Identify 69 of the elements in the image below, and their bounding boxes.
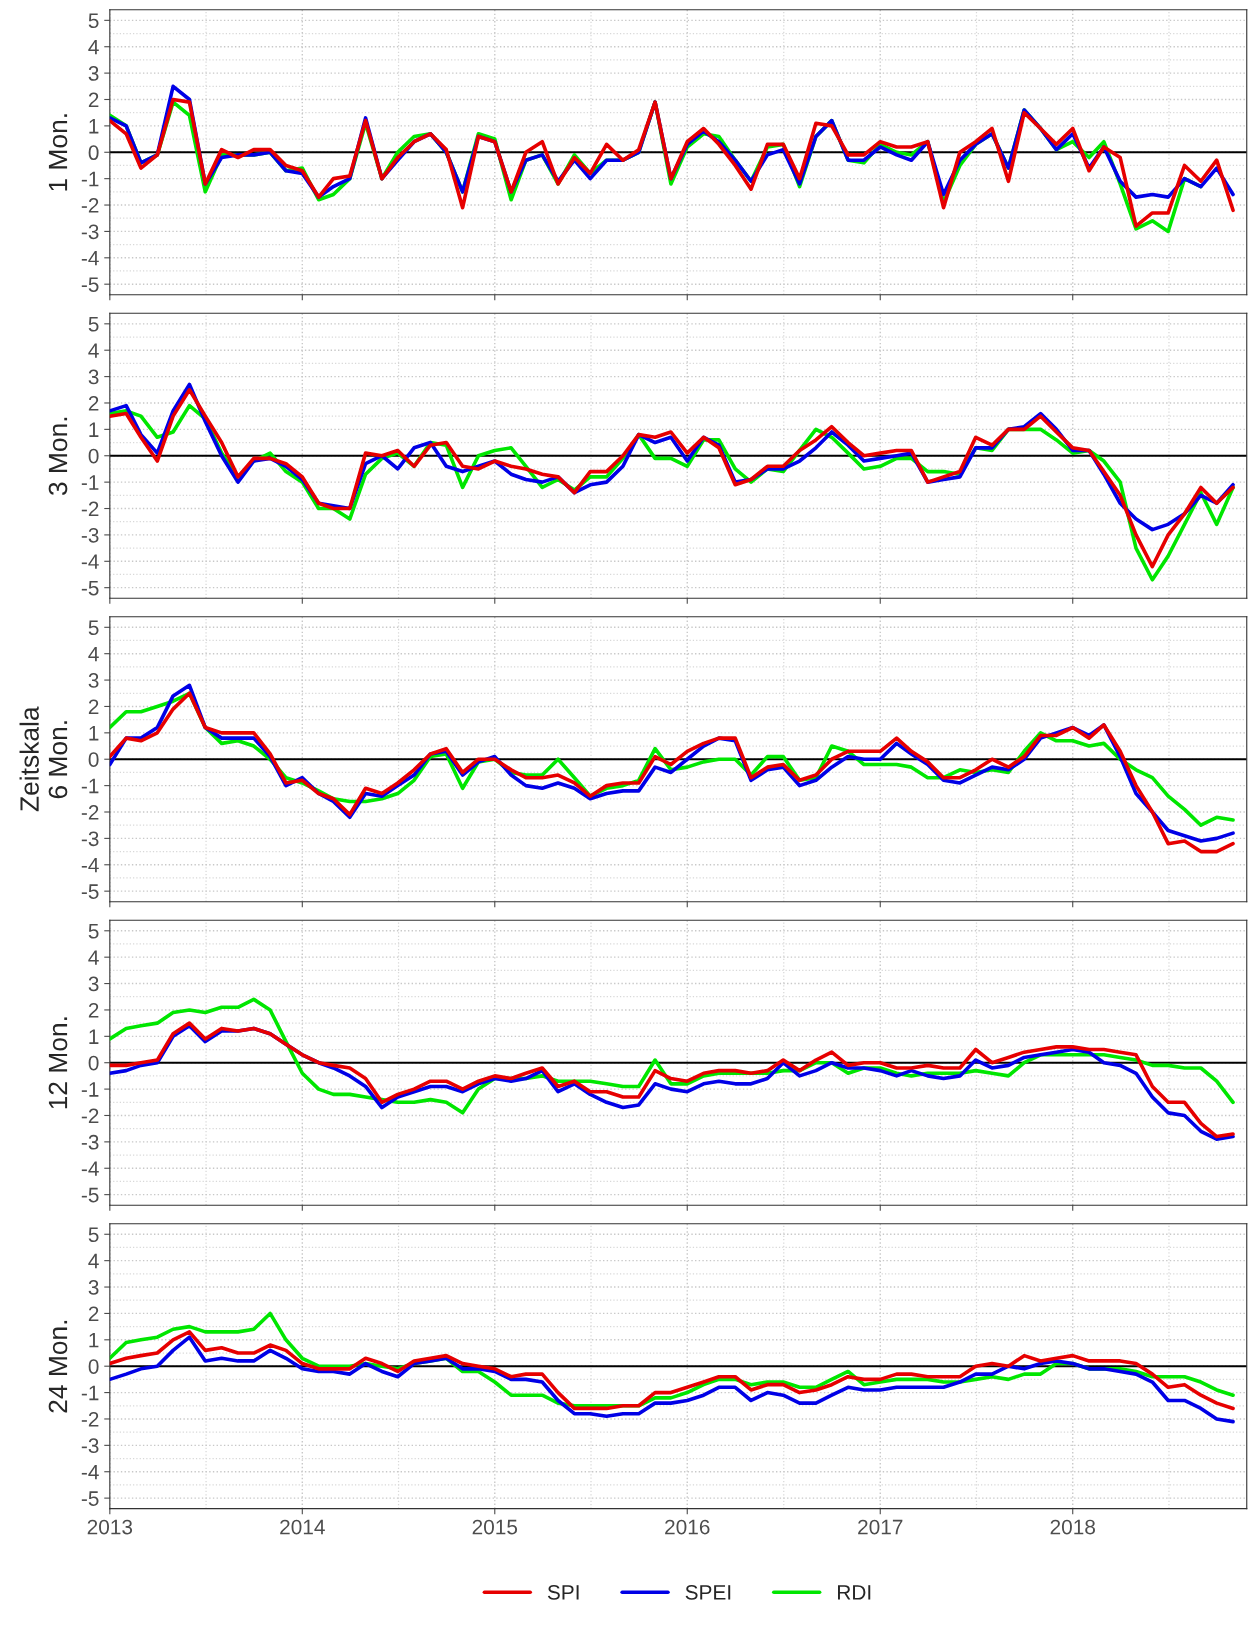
y-tick-label: -4 xyxy=(81,251,99,266)
y-tick-label: -2 xyxy=(81,1411,99,1427)
y-tick-label: -2 xyxy=(81,1108,99,1124)
y-tick-label: 4 xyxy=(88,343,99,358)
y-tick-label: 1 xyxy=(89,119,99,134)
x-tick-label: 2017 xyxy=(858,1519,903,1535)
y-tick-label: 5 xyxy=(88,924,99,939)
y-tick-label: -1 xyxy=(81,171,99,187)
y-tick-label: -1 xyxy=(81,778,99,794)
y-tick-label: 0 xyxy=(88,1055,99,1071)
y-tick-label: 5 xyxy=(88,620,99,636)
y-tick-label: -4 xyxy=(81,1464,99,1480)
y-tick-label: 4 xyxy=(88,646,99,662)
y-tick-label: -3 xyxy=(81,527,99,543)
y-tick-label: 1 xyxy=(89,1333,99,1348)
y-tick-label: -2 xyxy=(81,198,99,213)
y-tick-label: -4 xyxy=(81,554,99,569)
y-tick-label: 3 xyxy=(88,1280,99,1295)
y-tick-label: -1 xyxy=(81,1385,99,1401)
y-tick-label: -3 xyxy=(81,1134,99,1150)
y-tick-label: 4 xyxy=(88,1253,99,1269)
y-tick-label: 1 xyxy=(89,726,99,741)
y-tick-label: -5 xyxy=(81,884,99,899)
y-tick-label: -3 xyxy=(81,1438,99,1454)
legend-label: SPI xyxy=(547,1584,579,1600)
y-tick-label: -3 xyxy=(81,831,99,847)
y-tick-label: 2 xyxy=(88,395,99,411)
y-tick-label: -1 xyxy=(81,475,99,490)
x-tick-label: 2015 xyxy=(472,1519,518,1535)
y-tick-label: 4 xyxy=(88,39,99,55)
y-tick-label: 0 xyxy=(88,145,99,161)
x-tick-label: 2014 xyxy=(280,1519,325,1535)
y-tick-label: 1 xyxy=(89,1029,99,1044)
y-tick-label: -3 xyxy=(81,224,99,240)
x-tick-label: 2016 xyxy=(665,1519,710,1535)
y-tick-label: 3 xyxy=(88,66,99,81)
x-tick-label: 2018 xyxy=(1050,1519,1095,1535)
y-tick-label: 5 xyxy=(88,1227,99,1243)
y-tick-label: 5 xyxy=(88,13,99,29)
y-tick-label: 2 xyxy=(88,1306,99,1321)
y-tick-label: 2 xyxy=(88,92,99,108)
y-axis-title: 12 Mon. xyxy=(48,1017,68,1109)
y-tick-label: 2 xyxy=(88,699,99,715)
y-axis-title: 3 Mon. xyxy=(48,417,68,496)
y-axis-title: 1 Mon. xyxy=(48,114,68,191)
y-tick-label: 3 xyxy=(88,673,99,688)
y-axis-title: Zeitskala 6 Mon. xyxy=(19,706,68,812)
y-tick-label: 0 xyxy=(88,752,99,767)
y-tick-label: 3 xyxy=(88,369,99,385)
y-tick-label: 4 xyxy=(88,950,99,965)
y-tick-label: -5 xyxy=(81,1491,99,1506)
y-tick-label: 1 xyxy=(89,422,99,437)
y-axis-title: 24 Mon. xyxy=(48,1320,68,1413)
x-tick-label: 2013 xyxy=(87,1519,133,1535)
y-tick-label: 3 xyxy=(88,976,99,992)
y-tick-label: 5 xyxy=(88,317,99,332)
legend-label: RDI xyxy=(838,1585,871,1600)
y-tick-label: -4 xyxy=(81,857,99,873)
y-tick-label: 0 xyxy=(88,1359,99,1374)
y-tick-label: -5 xyxy=(81,580,99,596)
y-tick-label: -5 xyxy=(81,277,99,292)
legend-label: SPEI xyxy=(685,1584,731,1600)
y-tick-label: -2 xyxy=(81,805,99,820)
y-tick-label: -2 xyxy=(81,501,99,517)
y-tick-label: 0 xyxy=(88,448,99,464)
y-tick-label: -1 xyxy=(81,1082,99,1097)
y-tick-label: 2 xyxy=(88,1002,99,1018)
y-tick-label: -5 xyxy=(81,1187,99,1203)
y-tick-label: -4 xyxy=(81,1161,99,1176)
